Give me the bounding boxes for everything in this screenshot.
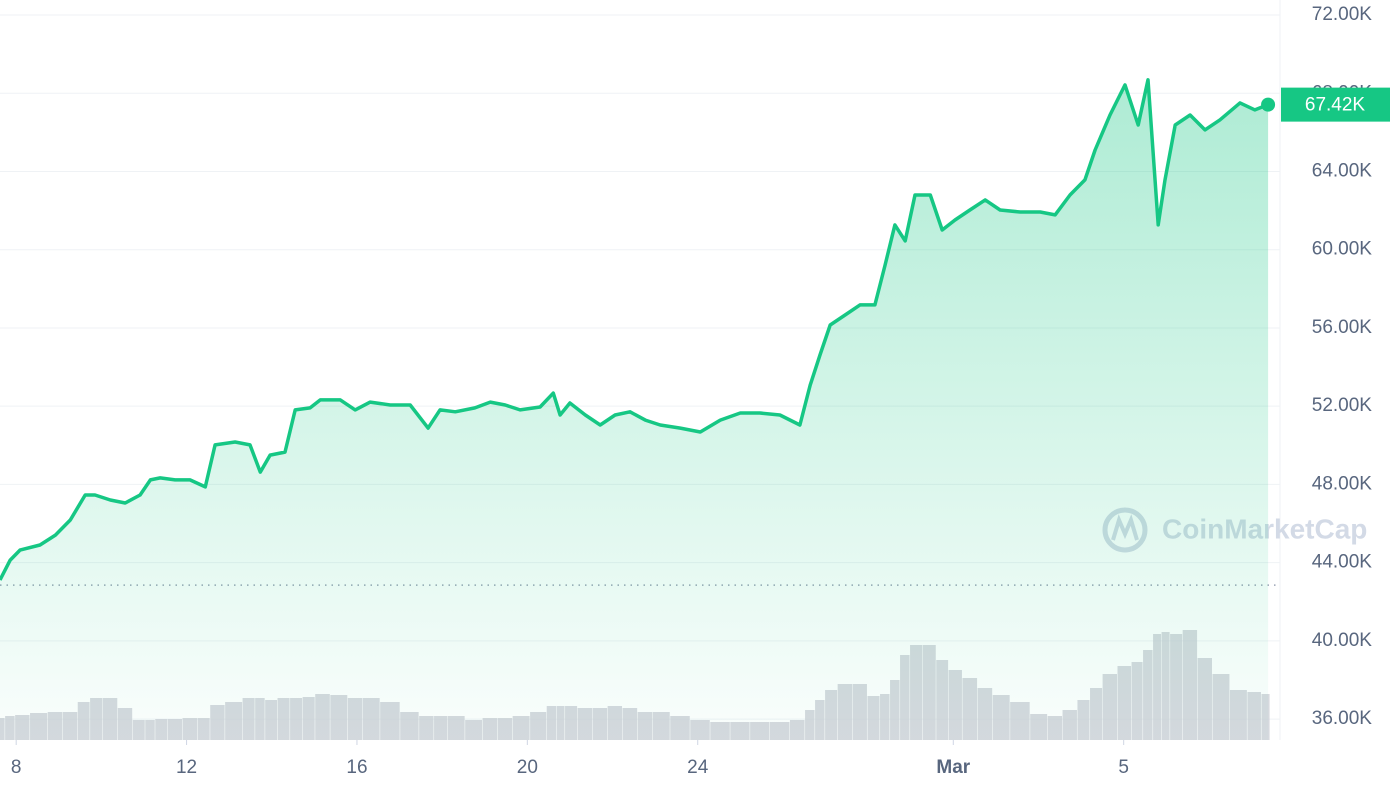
y-tick-label: 52.00K	[1312, 395, 1373, 416]
y-tick-label: 44.00K	[1312, 552, 1373, 573]
last-point	[1261, 97, 1276, 112]
x-tick-label: 24	[687, 757, 709, 778]
price-area	[0, 79, 1269, 741]
price-badge	[1281, 87, 1390, 122]
y-tick-label: 36.00K	[1312, 708, 1373, 729]
x-tick-label: 16	[346, 757, 367, 778]
y-tick-label: 60.00K	[1312, 239, 1373, 260]
x-tick-label: 12	[176, 757, 197, 778]
price-line	[0, 78, 1269, 581]
y-tick-label: 56.00K	[1312, 317, 1373, 338]
y-tick-label: 72.00K	[1312, 4, 1373, 25]
price-badge-label: 67.42K	[1305, 95, 1366, 116]
y-tick-label: 40.00K	[1312, 630, 1373, 651]
y-tick-label: 48.00K	[1312, 473, 1373, 494]
x-tick-label: Mar	[936, 757, 970, 778]
y-tick-label: 64.00K	[1312, 161, 1373, 182]
x-tick-label: 20	[517, 757, 538, 778]
x-tick-label: 8	[11, 757, 22, 778]
x-tick-label: 5	[1118, 757, 1129, 778]
